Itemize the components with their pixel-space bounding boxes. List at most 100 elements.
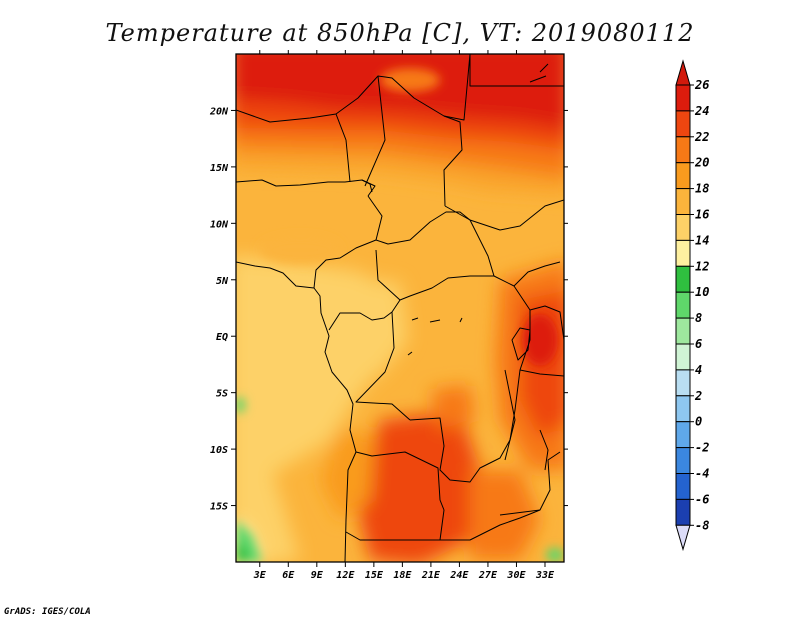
atlantic-cool-spot [236, 397, 245, 413]
x-tick-label: 9E [311, 570, 324, 581]
x-tick-label: 24E [449, 570, 469, 581]
colorbar-swatch [675, 421, 691, 449]
colorbar-label: 22 [694, 130, 709, 144]
coastline [236, 261, 357, 562]
y-axis: 20N 15N 10N 5N EQ 5S 10S 15S [209, 106, 568, 513]
colorbar-swatch [675, 188, 691, 216]
field-detail-layer [236, 68, 564, 562]
colorbar-swatch [675, 265, 691, 293]
lake-malawi [539, 429, 549, 471]
y-tick-label: 5N [216, 276, 229, 287]
colorbar-under-triangle [675, 524, 691, 552]
colorbar-swatch [675, 473, 691, 500]
se-corner-cool [546, 548, 564, 562]
atlantic-cool [236, 384, 300, 562]
colorbar-label: 8 [695, 311, 702, 325]
x-tick-label: 3E [253, 570, 267, 581]
colorbar-label: 16 [695, 208, 709, 222]
colorbar-label: 12 [695, 259, 709, 273]
y-tick-label: EQ [216, 332, 228, 343]
border-tanzania-north [519, 369, 564, 377]
colorbar-swatch [675, 136, 691, 164]
x-tick-label: 18E [393, 570, 412, 581]
colorbar-label: 2 [694, 389, 702, 403]
border-congo-drc [355, 311, 411, 421]
colorbar-label: -2 [695, 441, 709, 455]
colorbar-label: 10 [695, 285, 709, 299]
border-south-sudan [444, 199, 564, 231]
colorbar-swatch [675, 239, 691, 267]
colorbar-label: -8 [695, 518, 709, 532]
colorbar-swatch [675, 317, 691, 345]
gabon-cool [318, 278, 408, 375]
nigeria-cooler [260, 236, 340, 264]
zambia-warm [470, 470, 540, 560]
x-tick-label: 21E [421, 570, 441, 581]
colorbar-label: 24 [694, 104, 709, 118]
x-tick-label: 12E [336, 570, 355, 581]
coast-red-sea [529, 63, 549, 83]
x-tick-label: 6E [282, 570, 295, 581]
lake-victoria [511, 327, 531, 361]
country-boundaries [236, 54, 564, 562]
x-tick-label: 33E [535, 570, 555, 581]
border-angola [345, 451, 445, 541]
colorbar-swatch [675, 214, 691, 241]
colorbar-label: 18 [695, 182, 709, 196]
border-mali-niger-south [236, 179, 376, 197]
border-libya-egypt [469, 54, 564, 87]
border-niger-chad [364, 75, 386, 187]
colorbar-swatch [675, 498, 691, 526]
colorbar-label: -4 [695, 467, 709, 481]
lake-chad [361, 179, 373, 193]
river-fragments [407, 317, 463, 356]
border-nigeria [313, 195, 383, 289]
y-tick-label: 15S [210, 502, 228, 513]
x-tick-label: 27E [478, 570, 498, 581]
colorbar-swatch [675, 343, 691, 371]
colorbar-swatch [675, 395, 691, 423]
field-smooth-layer [236, 54, 564, 562]
colorbar-swatch [675, 369, 691, 397]
x-tick-label: 15E [365, 570, 384, 581]
colorbar-swatch [675, 291, 691, 319]
colorbar-label: 26 [694, 78, 709, 92]
credit-label: GrADS: IGES/COLA [4, 607, 91, 617]
north-warm-patch [380, 68, 440, 92]
colorbar-label: -6 [695, 492, 709, 506]
colorbar-label: 0 [695, 415, 702, 429]
border-car-north [375, 211, 495, 277]
colorbar-label: 6 [695, 337, 702, 351]
map-frame [235, 53, 565, 563]
y-tick-label: 5S [216, 389, 228, 400]
angola-hot [355, 410, 480, 562]
border-car-south [375, 249, 561, 301]
lake-kariba [499, 509, 541, 516]
colorbar-over-triangle [675, 59, 691, 86]
lake-tanganyika [504, 369, 516, 461]
colorbar-swatch [675, 447, 691, 475]
border-chad-sudan [443, 115, 463, 207]
x-tick-label: 30E [506, 570, 526, 581]
lake-region-hot [522, 314, 558, 366]
temperature-field [236, 54, 564, 562]
colorbar-swatch [675, 84, 691, 112]
y-tick-label: 10S [210, 445, 228, 456]
colorbar-label: 4 [695, 363, 702, 377]
chart-title: Temperature at 850hPa [C], VT: 201908011… [106, 19, 695, 47]
colorbar-swatch [675, 162, 691, 190]
sahara-hot-band [236, 54, 564, 130]
y-tick-label: 15N [210, 163, 229, 174]
colorbar-label: 14 [695, 233, 709, 247]
border-uganda-kenya [529, 305, 564, 341]
x-axis: 3E 6E 9E 12E 15E 18E 21E 24E 27E 30E 33E [253, 50, 555, 581]
sw-corner-colder [236, 540, 250, 562]
border-mali-niger [335, 113, 351, 183]
colorbar-swatch [675, 110, 691, 138]
border-zambia [440, 451, 561, 541]
y-tick-label: 10N [210, 219, 229, 230]
colorbar-label: 20 [694, 156, 709, 170]
congo-east-warm [430, 385, 475, 430]
